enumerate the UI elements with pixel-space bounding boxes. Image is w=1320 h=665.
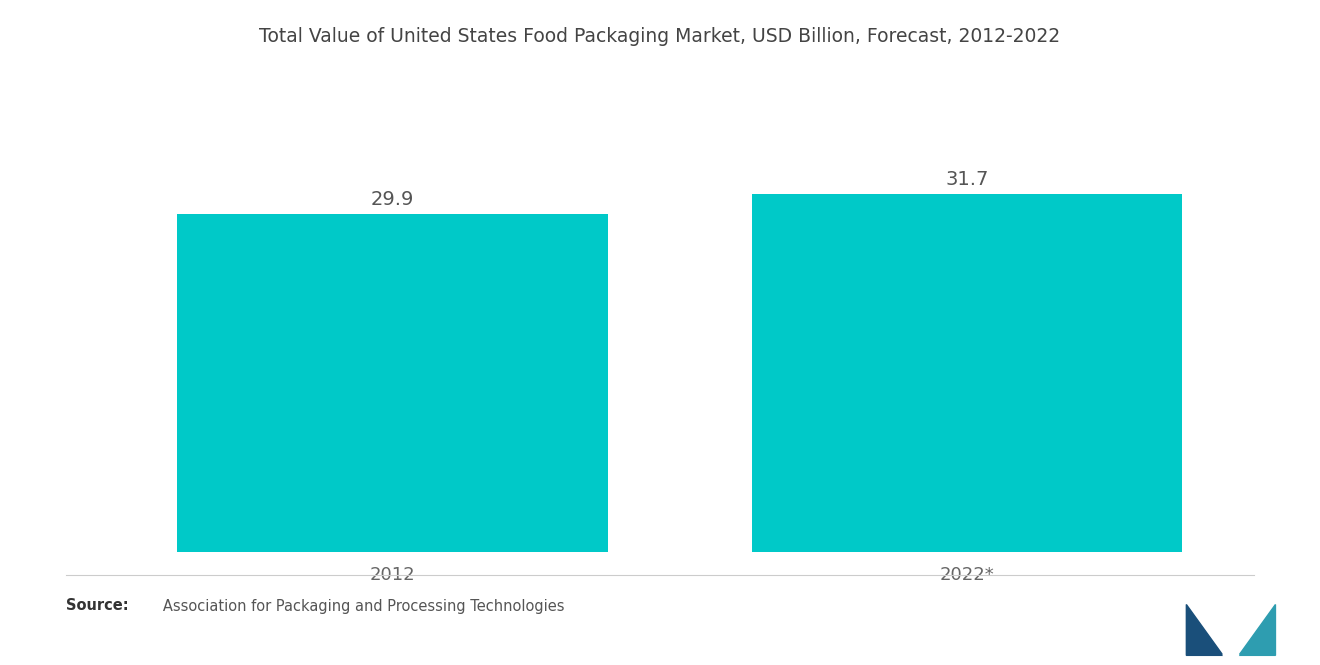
Text: 31.7: 31.7 [945,170,989,189]
Text: 29.9: 29.9 [371,190,414,209]
Polygon shape [1238,604,1275,656]
Text: Total Value of United States Food Packaging Market, USD Billion, Forecast, 2012-: Total Value of United States Food Packag… [260,27,1060,46]
Text: Association for Packaging and Processing Technologies: Association for Packaging and Processing… [149,598,565,614]
Bar [751,194,1183,552]
Polygon shape [1222,632,1238,656]
Text: Source:: Source: [66,598,128,614]
Bar [177,214,609,552]
Polygon shape [1187,604,1222,656]
